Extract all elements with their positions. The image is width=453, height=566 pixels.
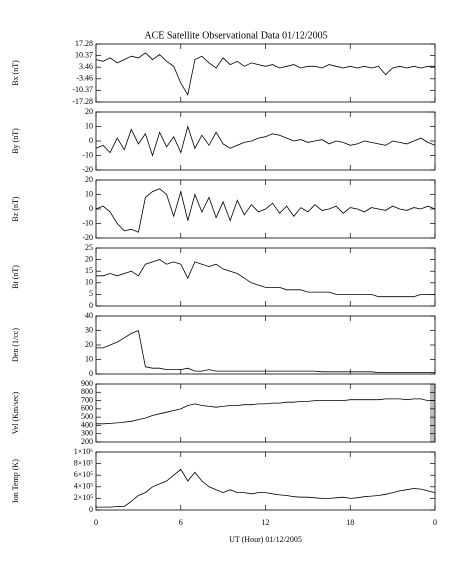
y-tick-label: -10	[82, 218, 93, 227]
y-tick-label: 200	[81, 437, 93, 446]
y-tick-label: 0	[89, 204, 93, 213]
y-tick-label: 25	[85, 243, 93, 252]
y-tick-label: 20	[85, 340, 93, 349]
x-tick-label: 0	[433, 518, 437, 527]
data-line	[96, 468, 436, 508]
y-tick-label: 10	[85, 121, 93, 130]
y-tick-label: 6×10⁵	[74, 470, 94, 479]
y-tick-label: 0	[89, 505, 93, 514]
y-tick-label: 30	[85, 325, 93, 334]
y-axis-label: Ion Temp (K)	[11, 459, 20, 503]
data-gap	[430, 384, 435, 442]
y-tick-label: 10.37	[75, 50, 93, 59]
y-axis-label: Bz (nT)	[11, 196, 20, 221]
x-tick-label: 18	[346, 518, 354, 527]
y-tick-label: 10	[85, 189, 93, 198]
y-tick-label: 5	[89, 289, 93, 298]
y-tick-label: 400	[81, 420, 93, 429]
chart-title: ACE Satellite Observational Data 01/12/2…	[144, 30, 327, 41]
y-tick-label: 4×10⁵	[74, 482, 94, 491]
x-tick-label: 6	[179, 518, 183, 527]
y-tick-label: -20	[82, 165, 93, 174]
data-line	[95, 188, 436, 233]
data-line	[95, 52, 435, 96]
y-tick-label: 2×10⁵	[74, 493, 94, 502]
y-axis-label: Bt (nT)	[11, 265, 20, 289]
y-axis-label: Vel (Km/sec)	[11, 391, 20, 434]
y-tick-label: -10.37	[72, 85, 93, 94]
x-tick-label: 12	[262, 518, 270, 527]
x-tick-label: 0	[94, 518, 98, 527]
y-axis-label: Bx (nT)	[11, 60, 20, 86]
y-tick-label: 20	[85, 175, 93, 184]
y-tick-label: 17.28	[75, 39, 93, 48]
y-tick-label: 10	[85, 278, 93, 287]
x-axis-label: UT (Hour) 01/12/2005	[229, 535, 302, 544]
y-tick-label: -17.28	[72, 97, 93, 106]
y-axis-label: By (nT)	[11, 128, 20, 154]
data-line	[96, 259, 435, 298]
data-line	[95, 125, 436, 157]
y-tick-label: 600	[81, 404, 93, 413]
y-tick-label: 0	[89, 369, 93, 378]
y-tick-label: 800	[81, 387, 93, 396]
y-tick-label: -20	[82, 233, 93, 242]
y-tick-label: 3.46	[79, 62, 93, 71]
y-tick-label: 900	[81, 379, 93, 388]
y-tick-label: 0	[89, 136, 93, 145]
y-tick-label: 1×10⁶	[74, 447, 94, 456]
y-axis-label: Den (1/cc)	[11, 328, 20, 362]
data-line	[96, 398, 435, 425]
y-tick-label: 10	[85, 354, 93, 363]
y-tick-label: 20	[85, 254, 93, 263]
y-tick-label: 40	[85, 311, 93, 320]
y-tick-label: -3.46	[76, 74, 93, 83]
y-tick-label: 0	[89, 301, 93, 310]
y-tick-label: 300	[81, 429, 93, 438]
y-tick-label: 500	[81, 412, 93, 421]
y-tick-label: 700	[81, 395, 93, 404]
y-tick-label: 15	[85, 266, 93, 275]
y-tick-label: 8×10⁵	[74, 458, 94, 467]
y-tick-label: 20	[85, 107, 93, 116]
y-tick-label: -10	[82, 150, 93, 159]
